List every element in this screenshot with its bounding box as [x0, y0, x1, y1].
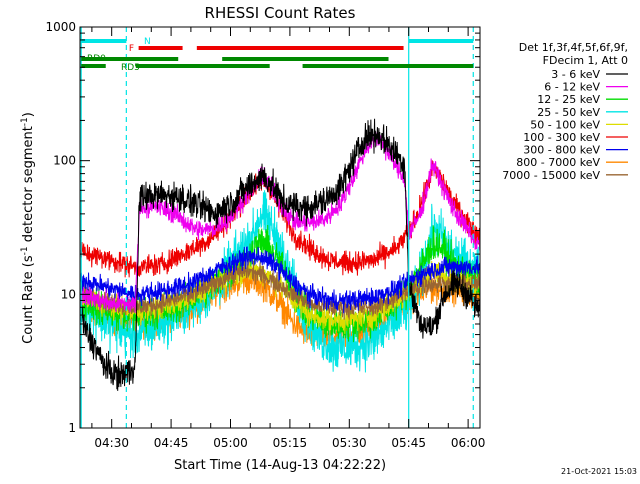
mode-change-lines: [80, 27, 474, 428]
legend: Det 1f,3f,4f,5f,6f,9f, FDecim 1, Att 0 3…: [502, 41, 628, 182]
legend-label-2: 6 - 12 keV: [544, 81, 600, 94]
flag-label-n: N: [144, 37, 151, 47]
y-axis-label-main: Count Rate (s: [21, 255, 36, 344]
legend-header-line-2: FDecim 1, Att 0: [543, 54, 628, 67]
x-tick-label-5: 05:45: [391, 436, 426, 450]
legend-label-5: 50 - 100 keV: [530, 118, 600, 131]
legend-label-7: 300 - 800 keV: [523, 144, 600, 157]
legend-label-3: 12 - 25 keV: [537, 93, 600, 106]
series-line-6: [80, 246, 480, 314]
timestamp: 21-Oct-2021 15:03: [561, 467, 637, 476]
y-tick-label-3: 1000: [45, 20, 76, 34]
x-axis-label: Start Time (14-Aug-13 04:22:22): [174, 458, 386, 473]
legend-label-1: 3 - 6 keV: [551, 68, 600, 81]
y-axis-ticks: 1 10 100 1000: [45, 20, 480, 435]
x-tick-label-3: 05:15: [273, 436, 308, 450]
y-tick-label-2: 100: [53, 154, 76, 168]
y-axis-label-exponent-1: -1: [20, 246, 30, 255]
y-axis-label-middle: detector segment: [21, 126, 36, 246]
y-tick-label-1: 10: [61, 287, 76, 301]
series-line-9: [80, 118, 480, 391]
flag-label-f: F: [129, 44, 134, 54]
x-tick-label-0: 04:30: [94, 436, 129, 450]
series-line-5: [80, 260, 480, 320]
legend-label-8: 800 - 7000 keV: [516, 156, 600, 169]
legend-header-line-1: Det 1f,3f,4f,5f,6f,9f,: [519, 41, 628, 54]
x-tick-label-4: 05:30: [332, 436, 367, 450]
x-tick-label-1: 04:45: [154, 436, 189, 450]
legend-label-4: 25 - 50 keV: [537, 106, 600, 119]
plot-frame: [79, 26, 481, 429]
y-axis-label-exponent-2: -1: [20, 117, 30, 126]
legend-label-9: 7000 - 15000 keV: [502, 169, 600, 182]
y-axis-label-end: ): [21, 112, 36, 117]
x-tick-label-2: 05:00: [213, 436, 248, 450]
x-tick-label-6: 06:00: [451, 436, 486, 450]
flag-bars: NF RD0 RD5: [81, 37, 474, 73]
x-axis-ticks: 04:30 04:45 05:00 05:15 05:30 05:45 06:00: [91, 27, 486, 450]
flag-label-rd5: RD5: [121, 63, 140, 73]
y-axis-label: Count Rate (s-1 detector segment-1): [20, 112, 36, 344]
legend-label-6: 100 - 300 keV: [523, 131, 600, 144]
series-layer: [80, 118, 480, 391]
chart-title: RHESSI Count Rates: [205, 4, 356, 22]
flag-label-rd0: RD0: [87, 54, 106, 64]
y-tick-label-0: 1: [68, 421, 76, 435]
